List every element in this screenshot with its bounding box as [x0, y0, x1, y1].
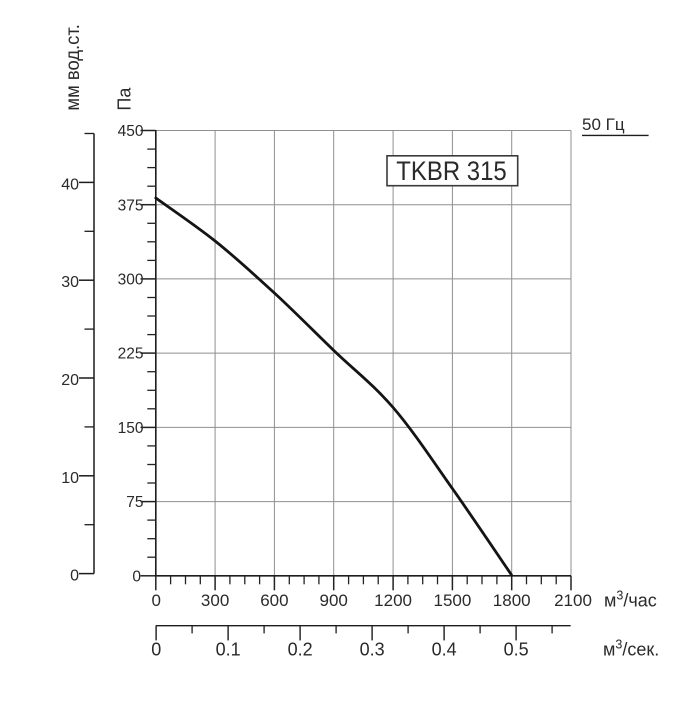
svg-text:300: 300	[118, 272, 144, 289]
svg-text:м3/час: м3/час	[604, 589, 657, 611]
svg-text:225: 225	[118, 346, 144, 363]
svg-text:50 Гц: 50 Гц	[582, 115, 625, 134]
svg-text:150: 150	[118, 420, 144, 437]
svg-text:1500: 1500	[433, 591, 471, 610]
svg-text:TKBR 315: TKBR 315	[396, 156, 507, 186]
svg-text:0.1: 0.1	[216, 639, 241, 659]
svg-text:м3/сек.: м3/сек.	[603, 638, 659, 660]
svg-text:30: 30	[61, 274, 79, 291]
svg-text:2100: 2100	[554, 591, 592, 610]
svg-text:0.4: 0.4	[432, 639, 457, 659]
svg-text:0.3: 0.3	[360, 639, 385, 659]
svg-text:20: 20	[61, 372, 79, 389]
svg-text:0: 0	[151, 639, 161, 659]
svg-text:мм вод.ст.: мм вод.ст.	[63, 24, 84, 111]
svg-text:Па: Па	[115, 87, 135, 111]
svg-text:600: 600	[260, 591, 288, 610]
svg-text:0.2: 0.2	[288, 639, 313, 659]
svg-text:1800: 1800	[493, 591, 531, 610]
svg-text:0: 0	[132, 568, 141, 585]
svg-text:900: 900	[320, 591, 348, 610]
svg-text:10: 10	[61, 470, 79, 487]
svg-text:300: 300	[201, 591, 229, 610]
svg-text:40: 40	[61, 176, 79, 193]
svg-text:0: 0	[151, 591, 160, 610]
svg-text:450: 450	[118, 123, 144, 140]
svg-text:375: 375	[118, 197, 144, 214]
svg-text:75: 75	[126, 494, 143, 511]
svg-text:0.5: 0.5	[504, 639, 529, 659]
svg-text:0: 0	[70, 568, 79, 585]
svg-text:1200: 1200	[374, 591, 412, 610]
